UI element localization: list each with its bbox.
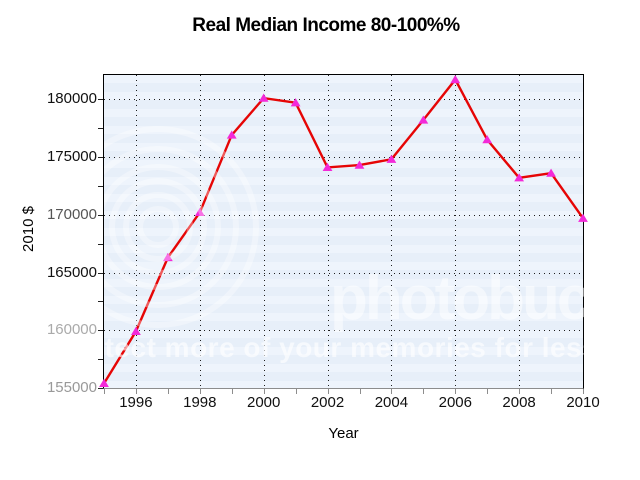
y-axis-tick: [98, 330, 103, 332]
data-point-marker: [578, 213, 588, 222]
x-axis-tick: [455, 389, 457, 394]
data-point-marker: [482, 135, 493, 144]
data-point-marker: [322, 162, 333, 171]
y-axis-tick: [98, 157, 103, 158]
x-axis-title: Year: [328, 425, 359, 442]
x-axis-label: 2002: [310, 394, 345, 411]
y-axis-label: 175000: [46, 148, 97, 165]
x-axis-label: 2006: [438, 394, 472, 411]
x-axis-label: 2004: [374, 394, 409, 411]
gridline: [519, 75, 521, 388]
lens-ring: [137, 206, 179, 248]
y-axis-tick: [98, 128, 103, 130]
data-point-marker: [99, 378, 109, 387]
data-series: [99, 75, 588, 387]
x-axis-label: 2008: [502, 394, 536, 411]
x-axis-tick: [135, 389, 137, 394]
y-axis-tick: [98, 301, 103, 303]
gridline: [199, 75, 201, 388]
data-point-marker: [514, 173, 525, 182]
y-axis-label: 155000: [46, 379, 97, 396]
chart-title: Real Median Income 80-100%%: [192, 15, 460, 36]
data-point-marker: [546, 168, 556, 177]
x-axis-tick: [551, 389, 553, 394]
y-axis-label: 180000: [46, 90, 97, 108]
camera-lens-icon: [104, 126, 259, 328]
gridline: [104, 272, 583, 274]
x-axis-tick: [327, 389, 329, 394]
lens-ring: [123, 192, 193, 262]
y-axis-label: 165000: [46, 263, 97, 281]
y-axis-label: 170000: [46, 205, 97, 223]
y-axis-title: 2010 $: [20, 206, 37, 252]
y-axis-tick: [98, 272, 103, 274]
data-point-marker: [194, 207, 205, 217]
x-axis-label: 1998: [183, 394, 217, 411]
x-axis-tick: [391, 389, 393, 394]
y-axis-label: 160000: [46, 321, 97, 339]
lens-ring: [104, 126, 259, 328]
x-axis-tick: [359, 389, 361, 394]
x-axis-tick: [487, 389, 489, 394]
gridline: [263, 75, 265, 388]
data-point-marker: [354, 160, 365, 169]
lens-ring: [104, 164, 221, 290]
gridline: [455, 75, 457, 388]
data-point-marker: [258, 93, 269, 102]
gridline: [135, 75, 137, 388]
gridline: [104, 330, 583, 332]
y-axis-tick: [98, 185, 103, 187]
data-point-marker: [131, 326, 141, 336]
data-point-marker: [226, 130, 237, 139]
y-axis-tick: [98, 214, 103, 216]
gridline: [391, 75, 393, 388]
gridline: [104, 214, 583, 216]
plot-area: photobucket: [99, 74, 640, 389]
x-axis-tick: [519, 389, 521, 394]
series-line: [102, 77, 584, 385]
y-axis-tick: [98, 99, 103, 101]
watermark-logo-text: photobucket: [330, 264, 640, 333]
x-axis-tick: [231, 389, 233, 394]
x-axis-tick: [104, 389, 105, 394]
x-axis-label: 2000: [247, 394, 281, 411]
gridline: [327, 75, 329, 388]
data-point-marker: [162, 252, 173, 262]
x-axis-label: 1996: [119, 394, 153, 411]
gridline: [104, 99, 583, 101]
x-axis-tick: [199, 389, 201, 394]
lens-ring: [104, 146, 239, 308]
y-axis-tick: [98, 243, 103, 245]
x-axis-label: 2010: [566, 394, 600, 411]
data-point-marker: [290, 98, 301, 107]
gridline: [104, 157, 583, 158]
x-axis-tick: [295, 389, 297, 394]
data-point-marker: [386, 154, 397, 163]
y-axis-tick: [98, 359, 103, 361]
x-axis-tick: [583, 389, 584, 394]
lens-ring: [109, 178, 207, 276]
data-point-marker: [450, 75, 461, 84]
data-point-marker: [418, 115, 429, 124]
y-axis-tick: [98, 388, 103, 389]
watermark-banner-text: protect more of your memories for less: [58, 332, 599, 363]
x-axis-tick: [423, 389, 425, 394]
x-axis-tick: [263, 389, 265, 394]
x-axis-tick: [167, 389, 169, 394]
